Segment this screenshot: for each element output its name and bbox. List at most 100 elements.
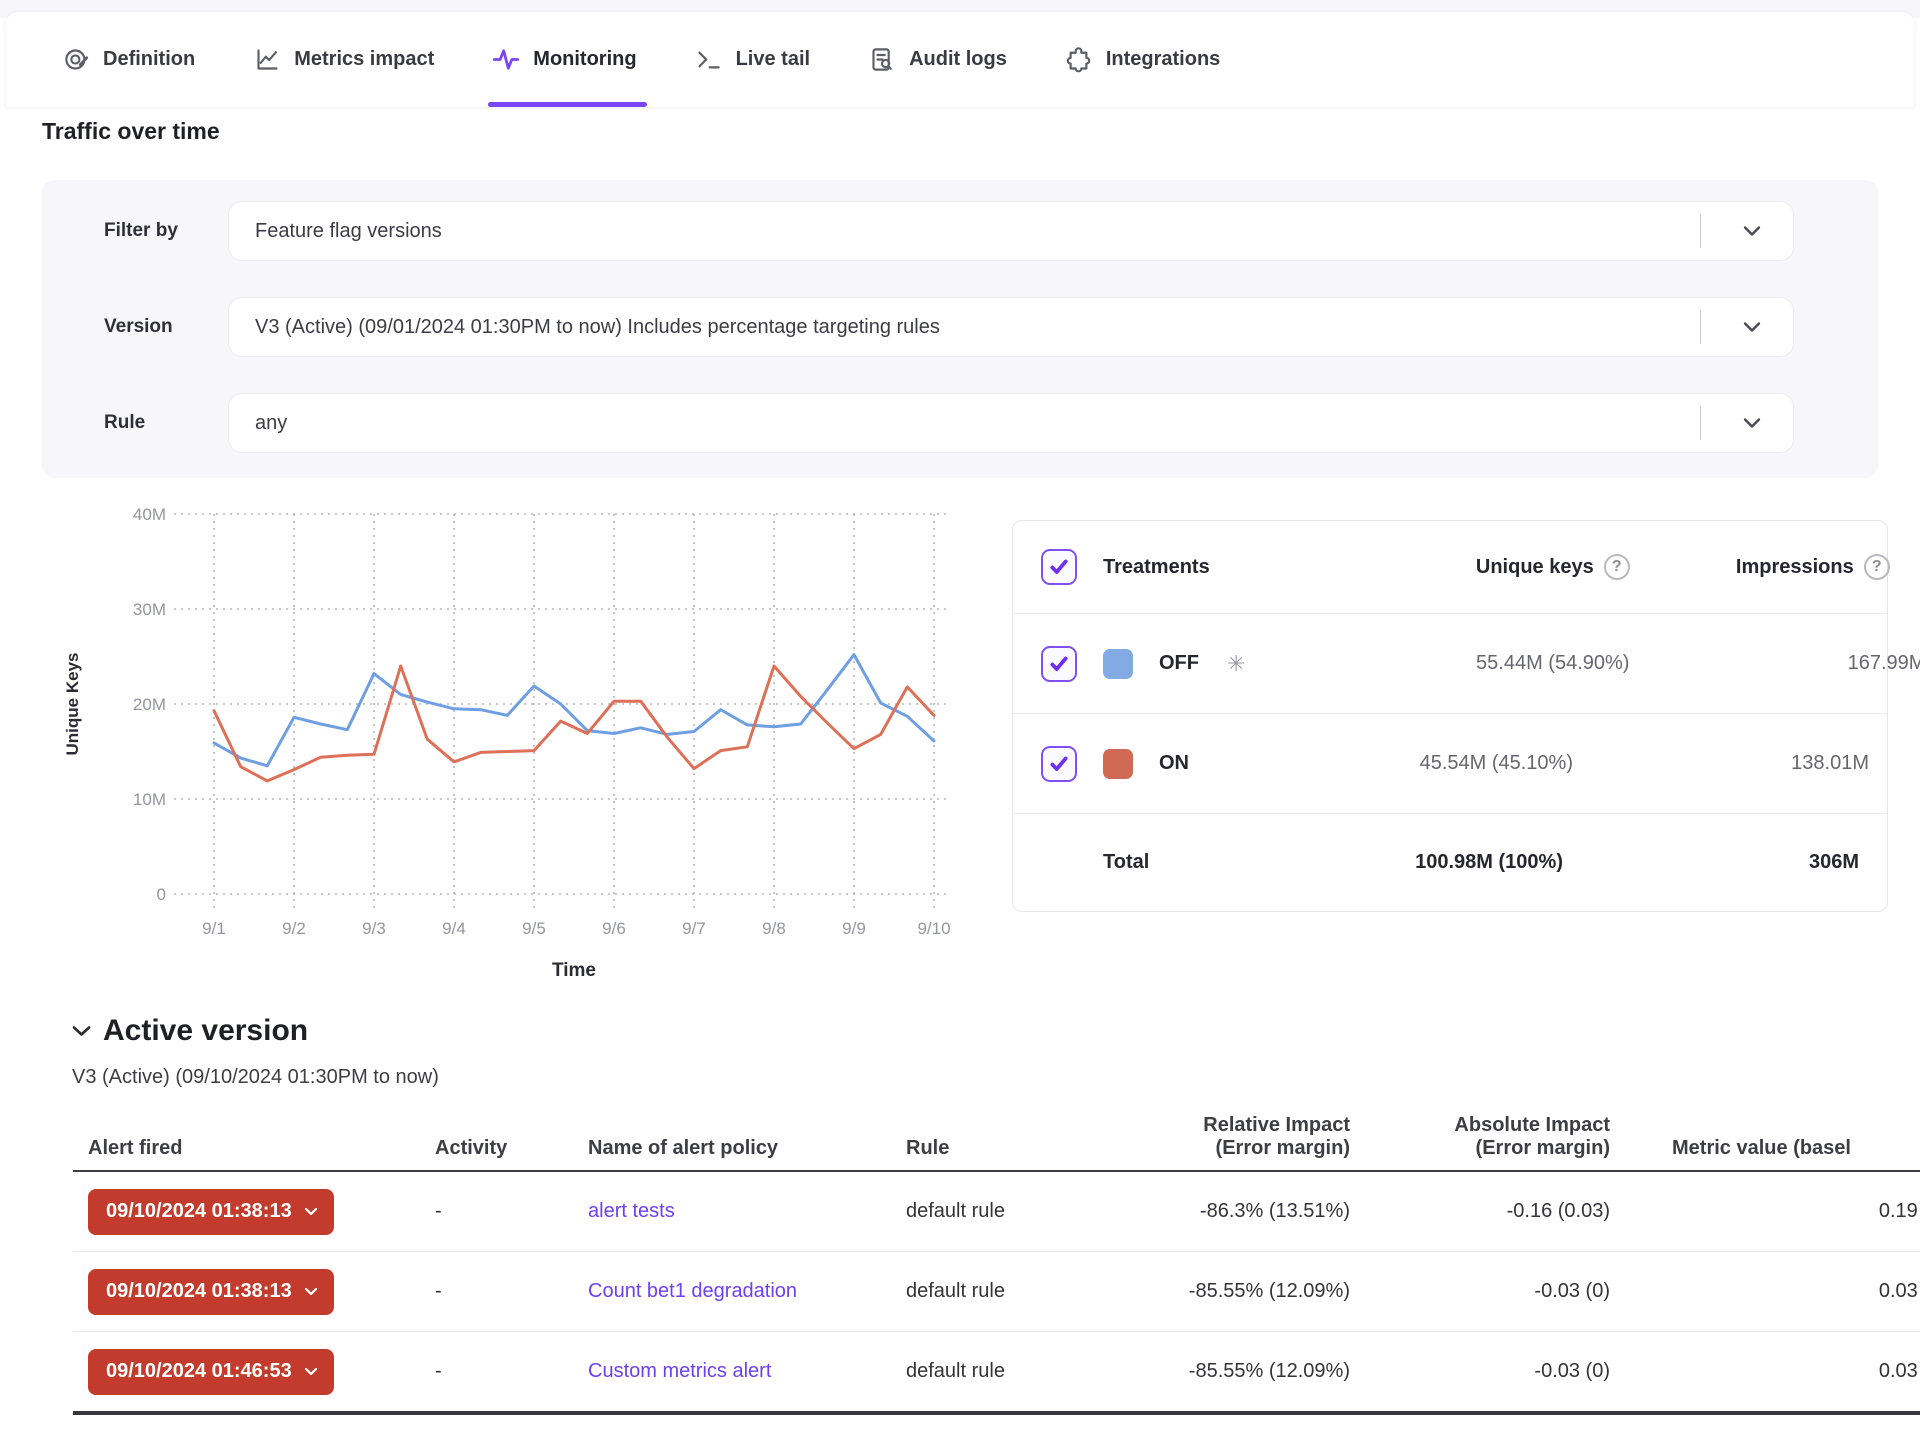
col-alert-policy: Name of alert policy: [588, 1137, 779, 1159]
alert-fired-badge[interactable]: 09/10/2024 01:38:13: [88, 1188, 334, 1235]
chevron-down-icon: [1743, 417, 1761, 429]
audit-logs-icon: [868, 46, 896, 74]
select-divider: [1700, 406, 1701, 440]
traffic-chart-svg: 0 10M 20M 30M 40M 9/1 9/2 9/3 9/4 9/5 9/6 9/7 9/8 9/9…: [63, 505, 951, 981]
alert-row: 09/10/2024 01:38:13 - Count bet1 degrada…: [73, 1252, 1920, 1332]
tab-label: Audit logs: [909, 48, 1007, 70]
alert-policy-link[interactable]: Count bet1 degradation: [588, 1280, 798, 1302]
filter-by-label: Filter by: [104, 220, 178, 241]
treatment-row-on: ON 45.54M (45.10%) 138.01M: [1013, 713, 1887, 813]
alerts-header-row: Alert fired Activity Name of alert polic…: [73, 1095, 1920, 1172]
on-unique-keys: 45.54M (45.10%): [1419, 752, 1573, 774]
version-label: Version: [104, 316, 173, 337]
unique-keys-header: Unique keys: [1475, 555, 1594, 578]
tab-label: Live tail: [735, 48, 811, 70]
svg-text:10M: 10M: [133, 790, 166, 809]
alert-relative-impact: -86.3% (13.51%): [1199, 1200, 1350, 1222]
integrations-icon: [1065, 46, 1093, 74]
alert-metric-value: 0.19 (: [1878, 1200, 1920, 1222]
help-icon[interactable]: ?: [1603, 554, 1630, 580]
filter-by-value: Feature flag versions: [255, 219, 442, 242]
chevron-down-icon: [1743, 321, 1761, 333]
version-value: V3 (Active) (09/01/2024 01:30PM to now) …: [255, 315, 940, 338]
filter-row-filter-by: Filter by Feature flag versions: [42, 201, 1878, 261]
tab-metrics-impact[interactable]: Metrics impact: [253, 12, 434, 107]
page-title: Traffic over time: [42, 118, 220, 144]
filter-by-select[interactable]: Feature flag versions: [228, 201, 1794, 261]
chevron-down-icon: [304, 1287, 317, 1296]
col-metric-value: Metric value (basel: [1672, 1137, 1851, 1159]
svg-text:30M: 30M: [133, 600, 166, 619]
on-series-swatch: [1103, 748, 1133, 779]
tab-bar: Definition Metrics impact Monitoring: [6, 12, 1914, 107]
definition-icon: [62, 46, 90, 74]
off-impressions: 167.99M: [1847, 652, 1920, 674]
tab-definition[interactable]: Definition: [62, 12, 195, 107]
col-absolute-impact: Absolute Impact (Error margin): [1454, 1114, 1610, 1159]
impressions-header: Impressions: [1735, 555, 1854, 578]
alert-relative-impact: -85.55% (12.09%): [1188, 1280, 1350, 1302]
svg-text:9/4: 9/4: [442, 919, 466, 938]
alert-rule: default rule: [906, 1200, 1005, 1222]
tab-label: Monitoring: [533, 48, 637, 70]
tab-integrations[interactable]: Integrations: [1065, 12, 1220, 107]
off-checkbox[interactable]: [1041, 645, 1077, 682]
alert-policy-link[interactable]: Custom metrics alert: [588, 1360, 772, 1382]
alert-fired-badge[interactable]: 09/10/2024 01:38:13: [88, 1268, 334, 1315]
rule-label: Rule: [104, 412, 146, 433]
version-select[interactable]: V3 (Active) (09/01/2024 01:30PM to now) …: [228, 297, 1794, 357]
on-impressions: 138.01M: [1791, 752, 1869, 774]
chevron-down-icon: [304, 1367, 317, 1376]
alert-fired-time: 09/10/2024 01:38:13: [106, 1200, 292, 1222]
help-icon[interactable]: ?: [1863, 554, 1890, 580]
svg-text:Time: Time: [552, 960, 596, 981]
active-version-toggle[interactable]: Active version: [72, 1014, 308, 1048]
svg-text:9/10: 9/10: [917, 919, 950, 938]
alert-absolute-impact: -0.03 (0): [1534, 1360, 1610, 1382]
alerts-table: Alert fired Activity Name of alert polic…: [73, 1095, 1920, 1415]
alert-row: 09/10/2024 01:38:13 - alert tests defaul…: [73, 1172, 1920, 1252]
total-label: Total: [1103, 851, 1150, 873]
rule-select[interactable]: any: [228, 393, 1794, 453]
chevron-down-icon: [72, 1025, 91, 1037]
treatments-header: Treatments: [1103, 555, 1210, 578]
metrics-impact-icon: [253, 46, 281, 74]
alert-fired-time: 09/10/2024 01:46:53: [106, 1360, 292, 1382]
alert-row: 09/10/2024 01:46:53 - Custom metrics ale…: [73, 1332, 1920, 1415]
svg-text:40M: 40M: [133, 505, 166, 524]
tab-live-tail[interactable]: Live tail: [695, 12, 810, 107]
live-tail-icon: [695, 46, 723, 74]
tab-audit-logs[interactable]: Audit logs: [868, 12, 1007, 107]
alert-activity: -: [435, 1200, 442, 1222]
treatments-total-row: Total 100.98M (100%) 306M: [1013, 813, 1887, 911]
tab-monitoring[interactable]: Monitoring: [488, 12, 647, 107]
col-relative-impact: Relative Impact (Error margin): [1203, 1114, 1350, 1159]
col-activity: Activity: [435, 1137, 508, 1159]
alert-absolute-impact: -0.16 (0.03): [1506, 1200, 1610, 1222]
total-unique-keys: 100.98M (100%): [1415, 851, 1563, 873]
svg-text:9/8: 9/8: [762, 919, 786, 938]
alert-fired-badge[interactable]: 09/10/2024 01:46:53: [88, 1348, 334, 1395]
alert-fired-time: 09/10/2024 01:38:13: [106, 1280, 292, 1302]
chevron-down-icon: [1743, 225, 1761, 237]
alert-metric-value: 0.03 (: [1878, 1360, 1920, 1382]
col-alert-fired: Alert fired: [88, 1137, 183, 1159]
alert-activity: -: [435, 1360, 442, 1382]
svg-text:9/5: 9/5: [522, 919, 546, 938]
svg-text:9/6: 9/6: [602, 919, 626, 938]
treatments-select-all-checkbox[interactable]: [1041, 549, 1077, 585]
on-checkbox[interactable]: [1041, 745, 1077, 782]
treatments-card: Treatments Unique keys ? Impressions ? O…: [1012, 520, 1920, 912]
col-rule: Rule: [906, 1137, 950, 1159]
tab-label: Metrics impact: [294, 48, 435, 70]
filter-row-version: Version V3 (Active) (09/01/2024 01:30PM …: [42, 297, 1878, 357]
svg-text:9/3: 9/3: [362, 919, 386, 938]
alert-metric-value: 0.03 (: [1878, 1280, 1920, 1302]
svg-text:9/1: 9/1: [202, 919, 226, 938]
treatment-name: OFF: [1159, 652, 1199, 674]
svg-text:9/2: 9/2: [282, 919, 306, 938]
alert-policy-link[interactable]: alert tests: [588, 1200, 675, 1222]
total-impressions: 306M: [1808, 851, 1859, 873]
alert-relative-impact: -85.55% (12.09%): [1188, 1360, 1350, 1382]
default-treatment-icon: ✳: [1227, 650, 1246, 676]
